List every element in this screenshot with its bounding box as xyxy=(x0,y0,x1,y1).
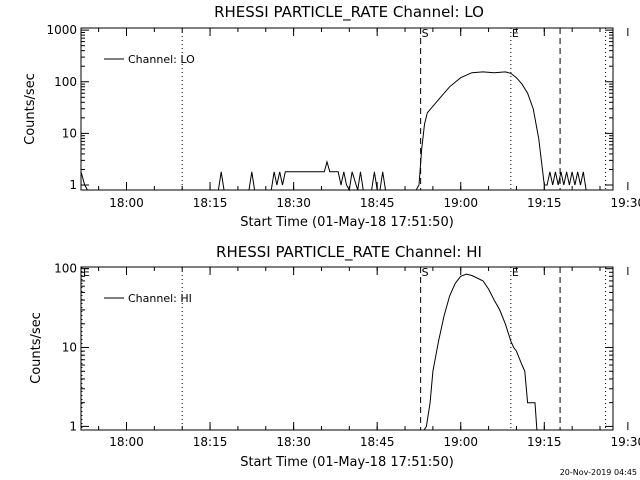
x-axis-label-hi: Start Time (01-May-18 17:51:50) xyxy=(240,455,454,470)
x-tick-label: 19:15 xyxy=(527,435,562,449)
chart-title-hi: RHESSI PARTICLE_RATE Channel: HI xyxy=(216,243,482,262)
x-tick-label: 18:45 xyxy=(360,435,395,449)
y-tick-label: 1 xyxy=(69,419,77,433)
plot-frame-hi xyxy=(80,266,614,431)
legend-label-lo: Channel: LO xyxy=(128,53,195,66)
legend-label-hi: Channel: HI xyxy=(128,292,192,305)
y-axis-label-hi: Counts/sec xyxy=(29,312,44,384)
y-tick-label: 100 xyxy=(54,75,77,89)
marker-label: E xyxy=(512,27,519,40)
x-tick-label: 19:00 xyxy=(443,196,478,210)
x-tick-label: 18:15 xyxy=(193,435,228,449)
marker-label: E xyxy=(83,266,90,279)
x-tick-label: 18:00 xyxy=(109,435,144,449)
x-axis-label-lo: Start Time (01-May-18 17:51:50) xyxy=(240,215,454,230)
series-line-lo xyxy=(80,71,587,192)
x-tick-label: 19:30 xyxy=(611,435,640,449)
x-tick-label: 18:15 xyxy=(193,196,228,210)
y-axis-label-lo: Counts/sec xyxy=(23,73,38,145)
legend-hi: Channel: HI xyxy=(104,292,192,305)
plot-lo: RHESSI PARTICLE_RATE Channel: LO Counts/… xyxy=(23,3,640,230)
ticks-hi: 18:00 18:15 18:30 18:45 19:00 19:15 19:30 1 10 10… xyxy=(54,262,640,449)
chart-title-lo: RHESSI PARTICLE_RATE Channel: LO xyxy=(214,3,484,22)
x-tick-label: 19:00 xyxy=(443,435,478,449)
x-tick-label: 18:30 xyxy=(276,196,311,210)
x-tick-label: 19:30 xyxy=(611,196,640,210)
marker-label: E xyxy=(512,266,519,279)
footer-timestamp: 20-Nov-2019 04:45 xyxy=(560,468,637,477)
plot-hi: RHESSI PARTICLE_RATE Channel: HI Counts/… xyxy=(29,243,640,470)
y-tick-label: 10 xyxy=(62,341,77,355)
x-tick-label: 19:15 xyxy=(527,196,562,210)
marker-label: S xyxy=(422,266,429,279)
y-tick-label: 10 xyxy=(62,126,77,140)
y-tick-label: 1000 xyxy=(46,23,77,37)
ticks-lo: 18:00 18:15 18:30 18:45 19:00 19:15 19:30 1 10 10… xyxy=(46,23,640,210)
x-tick-label: 18:45 xyxy=(360,196,395,210)
y-tick-label: 1 xyxy=(69,178,77,192)
marker-label: S xyxy=(422,27,429,40)
legend-lo: Channel: LO xyxy=(104,53,195,66)
x-tick-label: 18:30 xyxy=(276,435,311,449)
series-line-hi xyxy=(423,273,538,431)
y-tick-label: 100 xyxy=(54,262,77,276)
x-tick-label: 18:00 xyxy=(109,196,144,210)
